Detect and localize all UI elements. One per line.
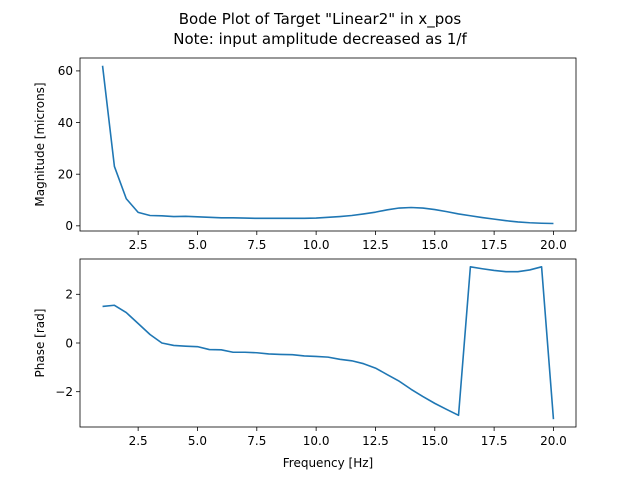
magnitude-axes-frame [79,57,577,232]
chart-panels: 2.5 5.0 7.5 10.0 12.5 15.0 17.5 20.00204060Magn… [33,57,577,470]
phase-y-tick-label: −2 [55,385,73,399]
phase-x-tick-label: 7.5 [247,434,266,448]
magnitude-series-line [101,65,554,225]
phase-series-line [102,265,555,420]
phase-axes-frame [79,258,577,428]
phase-x-tick-label: 12.5 [362,434,389,448]
panel-magnitude: 2.5 5.0 7.5 10.0 12.5 15.0 17.5 20.0 0 20 40 60 Magn… [33,57,577,252]
phase-y-axis-label: Phase [rad] [33,309,47,378]
phase-x-tick-label: 10.0 [303,434,330,448]
magnitude-x-tick-label: 20.0 [540,238,567,252]
magnitude-y-tick-label: 0 [65,219,73,233]
phase-x-axis-label: Frequency [Hz] [283,456,374,470]
magnitude-x-tick-label: 10.0 [303,238,330,252]
magnitude-x-tick-label: 5.0 [188,238,207,252]
phase-x-tick-label: 15.0 [421,434,448,448]
phase-y-tick-label: 2 [65,288,73,302]
phase-x-tick-label: 17.5 [481,434,508,448]
panel-phase: 2.5 5.0 7.5 10.0 12.5 15.0 17.5 20.0 −2 0 2 Phase [… [33,258,577,470]
magnitude-x-tick-label: 17.5 [481,238,508,252]
magnitude-x-tick-label: 2.5 [129,238,148,252]
magnitude-x-tick-label: 15.0 [421,238,448,252]
magnitude-y-tick-label: 60 [58,64,73,78]
phase-x-tick-label: 5.0 [188,434,207,448]
magnitude-y-axis-label: Magnitude [microns] [33,82,47,206]
phase-x-tick-label: 20.0 [540,434,567,448]
chart-title: Bode Plot of Target "Linear2" in x_pos [179,10,462,29]
magnitude-x-tick-label: 12.5 [362,238,389,252]
magnitude-y-tick-label: 40 [58,116,73,130]
magnitude-x-tick-label: 7.5 [247,238,266,252]
magnitude-y-tick-label: 20 [58,167,73,181]
phase-x-tick-label: 2.5 [129,434,148,448]
phase-y-tick-label: 0 [65,336,73,350]
chart-subtitle: Note: input amplitude decreased as 1/f [173,30,467,48]
